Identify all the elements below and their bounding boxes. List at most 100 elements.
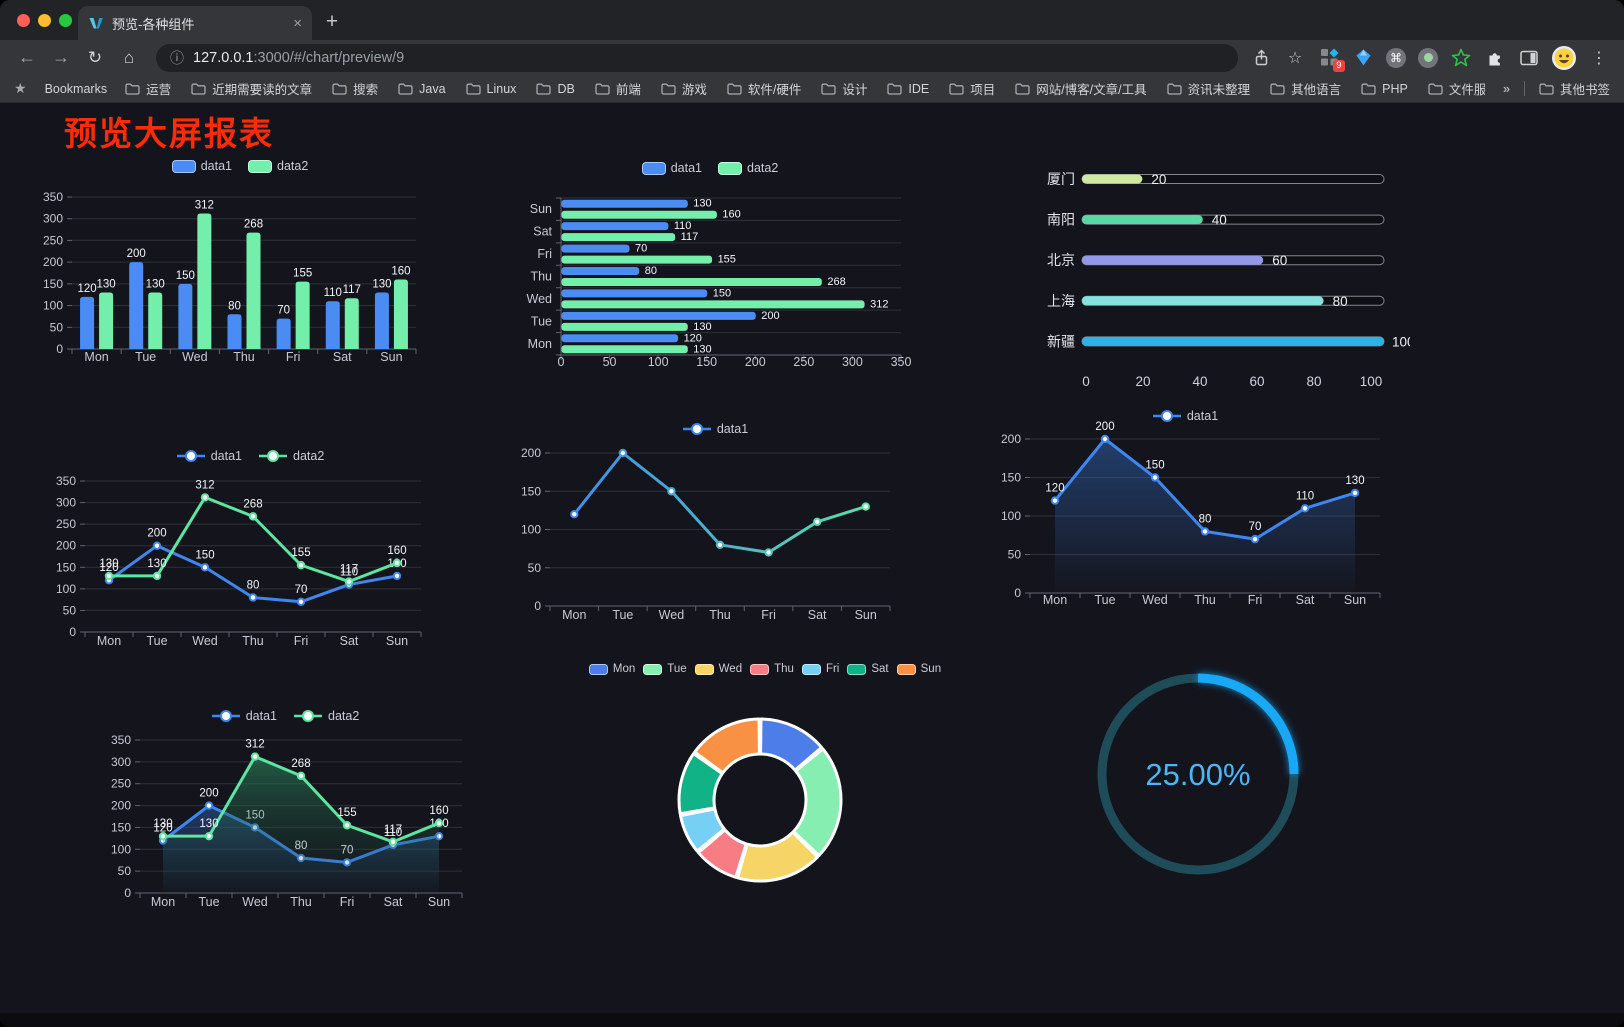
legend-line-marker [682, 423, 711, 435]
svg-text:上海: 上海 [1047, 293, 1075, 309]
chart-canvas: 0 50 100 150 200 250 300 350 Mon Tue Wed Thu Fri Sat S… [111, 733, 463, 909]
browser-tab[interactable]: 预览-各种组件 × [78, 6, 312, 40]
new-tab-button[interactable]: + [325, 10, 339, 33]
bookmark-item[interactable]: 近期需要读的文章 [191, 79, 312, 98]
gem-extension-icon[interactable] [1352, 47, 1374, 69]
two-series-area-chart[interactable]: 0 50 100 150 200 250 300 350 Mon Tue Wed Thu Fri Sat S… [85, 700, 485, 918]
dot-extension-icon[interactable] [1418, 47, 1438, 68]
legend-item[interactable]: data1 [211, 709, 277, 723]
site-info-icon[interactable]: ⓘ [170, 49, 184, 66]
maximize-window-button[interactable] [59, 14, 72, 27]
bookmark-label: 游戏 [681, 83, 707, 97]
address-bar[interactable]: ⓘ 127.0.0.1:3000/#/chart/preview/9 [156, 43, 1238, 72]
gradient-line-chart[interactable]: 0 50 100 150 200 Mon Tue Wed Thu Fri Sat Sun data1 [500, 413, 930, 628]
extension-grid-icon[interactable]: 9 [1318, 47, 1345, 72]
legend-item[interactable]: data1 [176, 449, 242, 463]
svg-text:130: 130 [199, 818, 218, 830]
chart-legend[interactable]: data1 [500, 422, 930, 436]
legend-item[interactable]: data2 [718, 161, 778, 175]
command-extension-icon[interactable]: ⌘ [1386, 47, 1406, 68]
bookmark-item[interactable]: Linux [465, 82, 516, 96]
bookmark-item[interactable]: 搜索 [332, 79, 378, 98]
minimize-window-button[interactable] [38, 14, 51, 27]
area-line-chart[interactable]: 0 50 100 150 200 Mon Tue Wed Thu Fri Sat Sun 120 200 1… [980, 400, 1390, 615]
svg-text:Sat: Sat [333, 350, 352, 364]
browser-menu-icon[interactable]: ⋮ [1591, 49, 1607, 67]
svg-text:70: 70 [295, 584, 308, 596]
chart-legend[interactable]: data1 data2 [500, 161, 920, 175]
legend-item[interactable]: data1 [641, 161, 702, 175]
chart-legend[interactable]: Mon Tue Wed Thu Fri Sat Sun [570, 663, 960, 675]
bookmark-item[interactable]: PHP [1361, 82, 1408, 96]
bookmark-item[interactable]: 其他语言 [1270, 79, 1341, 98]
legend-item[interactable]: Thu [750, 663, 794, 675]
bookmark-item[interactable]: 文件服务器 [1428, 79, 1485, 98]
svg-text:100: 100 [56, 582, 76, 596]
forward-icon[interactable]: → [52, 47, 70, 67]
legend-item[interactable]: data2 [293, 709, 359, 723]
bookmark-label: 其他语言 [1291, 83, 1342, 97]
svg-text:200: 200 [147, 528, 166, 540]
svg-text:80: 80 [247, 579, 260, 591]
legend-item[interactable]: Sun [896, 663, 941, 675]
progress-bar-chart[interactable]: 厦门 20 南阳 40 北京 60 上海 80 新疆 100 0 20 40 60 80 100 [1040, 150, 1410, 395]
legend-item[interactable]: Tue [643, 663, 687, 675]
bookmark-item[interactable]: 前端 [595, 79, 641, 98]
sidebar-icon[interactable] [1518, 47, 1540, 69]
chart-legend[interactable]: data1 [980, 409, 1390, 423]
bookmark-item[interactable]: Java [398, 82, 446, 96]
chart-canvas: Sun Sat Fri Thu Wed Tue Mon 0 50 100 150 200 250 300 3… [527, 197, 911, 369]
bookmark-star-icon[interactable]: ☆ [1287, 49, 1303, 67]
svg-text:Fri: Fri [286, 350, 301, 364]
legend-item[interactable]: Wed [694, 663, 742, 675]
svg-text:Sat: Sat [533, 225, 552, 239]
bookmarks-overflow-chevron[interactable]: » [1503, 81, 1510, 96]
grouped-bar-chart[interactable]: 0 50 100 150 200 250 300 350 Mon Tue Wed Thu Fri Sat S… [40, 145, 440, 370]
legend-item[interactable]: data1 [682, 422, 748, 436]
legend-item[interactable]: Sat [847, 663, 889, 675]
bookmarks-label[interactable]: Bookmarks [44, 81, 108, 96]
tab-close-icon[interactable]: × [293, 14, 302, 32]
chart-legend[interactable]: data1 data2 [40, 159, 440, 173]
horizontal-bar-chart[interactable]: Sun Sat Fri Thu Wed Tue Mon 0 50 100 150 200 250 300 3… [500, 150, 920, 375]
chart-legend[interactable]: data1 data2 [85, 709, 485, 723]
legend-item[interactable]: Fri [801, 663, 839, 675]
svg-text:Fri: Fri [340, 895, 355, 909]
profile-avatar[interactable] [1552, 45, 1576, 70]
svg-text:Thu: Thu [242, 634, 264, 648]
bookmarks-manager-icon[interactable]: ★ [14, 80, 27, 96]
donut-chart[interactable]: Mon Tue Wed Thu Fri Sat Sun [570, 655, 960, 905]
share-icon[interactable] [1250, 47, 1272, 69]
reload-icon[interactable]: ↻ [87, 47, 103, 67]
legend-item[interactable]: data1 [171, 159, 232, 173]
bookmark-item[interactable]: 资讯未整理 [1166, 79, 1250, 98]
gauge-chart[interactable]: 25.00% [1088, 664, 1308, 884]
svg-text:130: 130 [147, 558, 166, 570]
bookmark-item[interactable]: 设计 [821, 79, 867, 98]
bookmark-label: 网站/博客/文章/工具 [1036, 83, 1147, 97]
legend-item[interactable]: data2 [248, 159, 308, 173]
bookmark-item[interactable]: 网站/博客/文章/工具 [1015, 79, 1147, 98]
other-bookmarks[interactable]: 其他书签 [1539, 79, 1610, 98]
multi-line-chart[interactable]: 0 50 100 150 200 250 300 350 Mon Tue Wed Thu Fri Sat S… [30, 445, 470, 660]
svg-text:150: 150 [1001, 471, 1021, 485]
chart-legend[interactable]: data1 data2 [30, 449, 470, 463]
green-star-extension-icon[interactable] [1450, 47, 1472, 69]
bookmark-item[interactable]: IDE [887, 82, 929, 96]
bookmark-item[interactable]: DB [536, 82, 575, 96]
bookmark-item[interactable]: 项目 [949, 79, 995, 98]
legend-item[interactable]: data2 [258, 449, 324, 463]
bookmark-item[interactable]: 游戏 [661, 79, 707, 98]
extensions-puzzle-icon[interactable] [1484, 47, 1506, 69]
bookmark-item[interactable]: 运营 [125, 79, 171, 98]
pie-segment-Mon [759, 717, 824, 772]
legend-item[interactable]: Mon [588, 663, 635, 675]
home-icon[interactable]: ⌂ [123, 47, 135, 67]
svg-text:Thu: Thu [233, 350, 255, 364]
back-icon[interactable]: ← [18, 47, 36, 67]
bookmark-item[interactable]: 软件/硬件 [727, 79, 801, 98]
svg-text:Tue: Tue [612, 608, 633, 622]
close-window-button[interactable] [17, 14, 30, 27]
legend-item[interactable]: data1 [1152, 409, 1218, 423]
svg-text:150: 150 [696, 355, 717, 369]
